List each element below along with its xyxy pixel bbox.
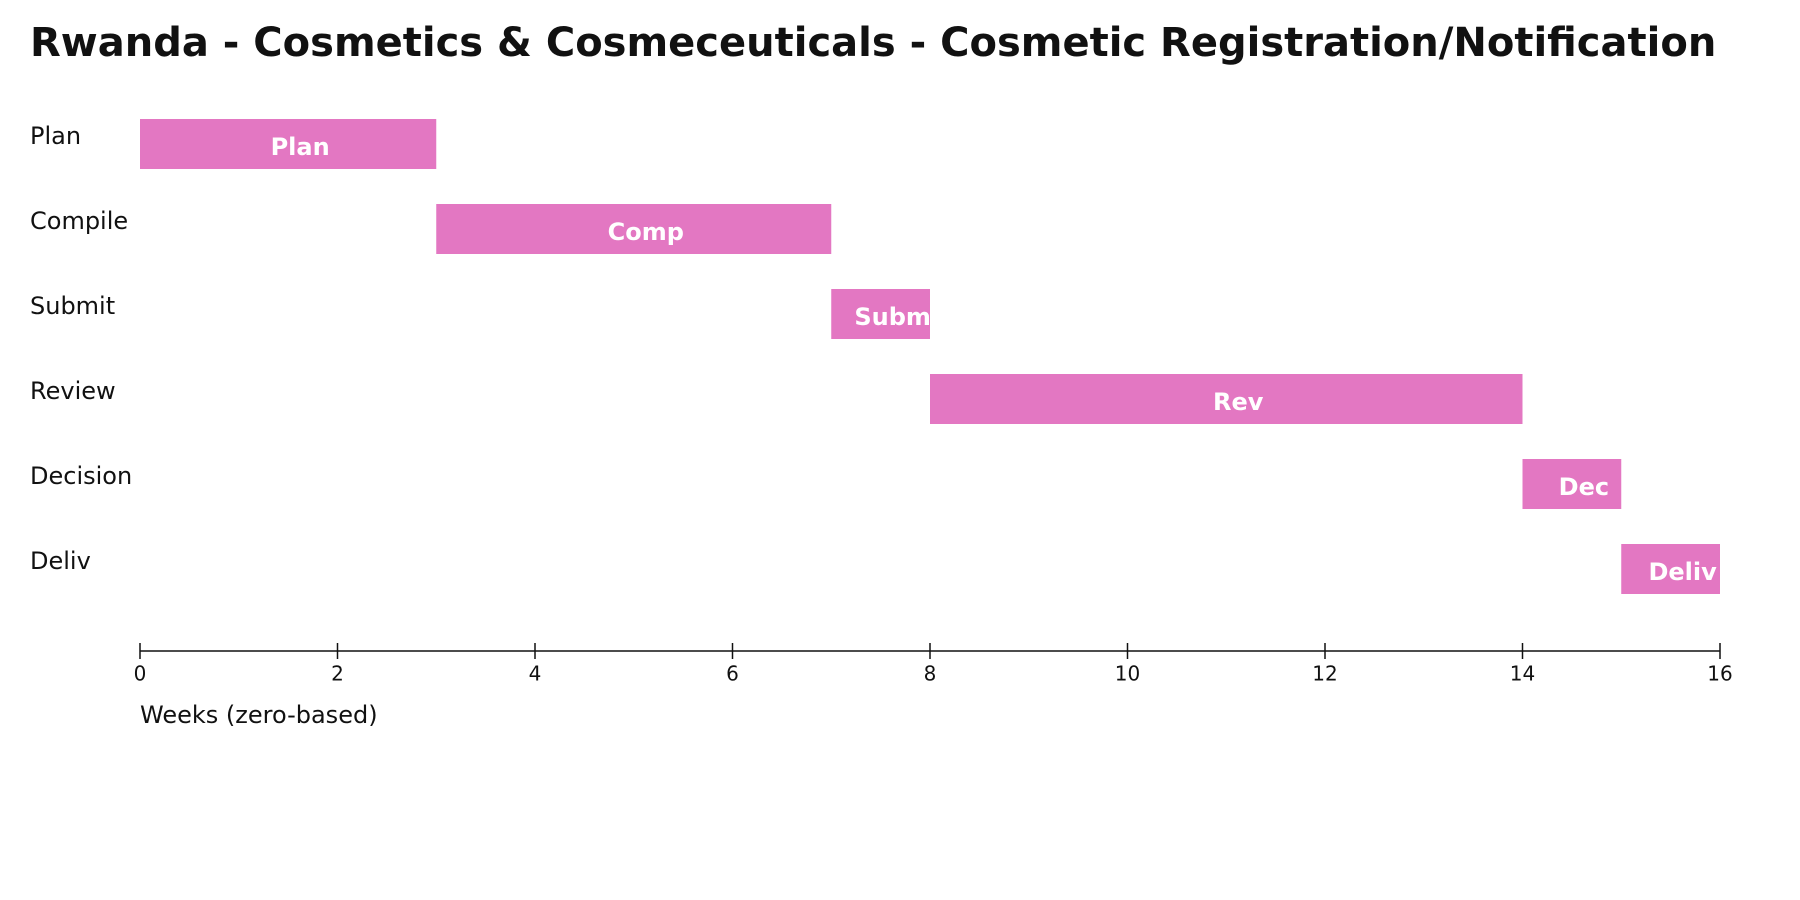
row-label: Review [30,377,116,405]
row-label: Decision [30,462,132,490]
bar-label: Rev [1213,388,1264,416]
x-axis-label: Weeks (zero-based) [140,701,378,729]
bar-label: Plan [271,133,330,161]
x-tick-label: 12 [1312,662,1337,686]
x-tick-label: 6 [726,662,739,686]
x-tick-label: 2 [331,662,344,686]
row-label: Deliv [30,547,91,575]
bar [1621,544,1720,594]
bar [930,374,1523,424]
row-label: Compile [30,207,128,235]
bar-label: Comp [608,218,684,246]
bar [831,289,930,339]
bar-label: Dec [1559,473,1609,501]
row-label: Submit [30,292,115,320]
chart-title: Rwanda - Cosmetics & Cosmeceuticals - Co… [30,20,1716,66]
x-tick-label: 16 [1707,662,1732,686]
bar-label: Subm [854,303,931,331]
row-label: Plan [30,122,81,150]
x-tick-label: 10 [1115,662,1140,686]
bar [436,204,832,254]
x-tick-label: 4 [529,662,542,686]
bar [140,119,437,169]
x-tick-label: 8 [924,662,937,686]
x-tick-label: 14 [1510,662,1535,686]
x-tick-label: 0 [134,662,147,686]
bar [1522,459,1622,509]
bar-label: Deliv [1648,558,1717,586]
